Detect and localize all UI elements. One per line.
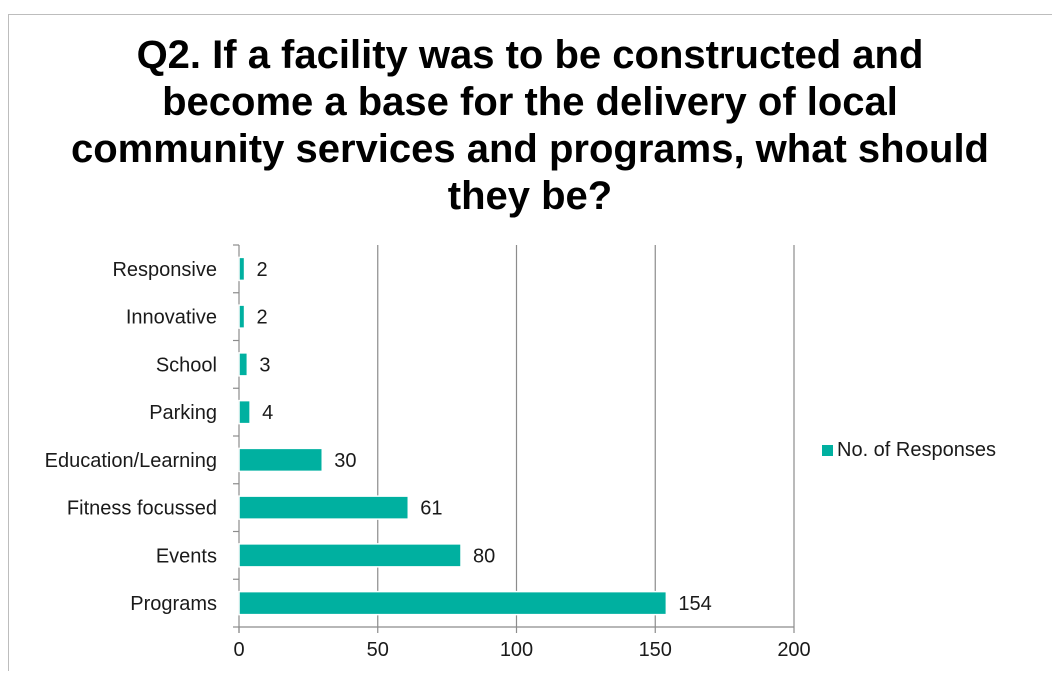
x-tick-label: 200: [777, 639, 810, 661]
data-label: 3: [259, 354, 270, 376]
data-label: 80: [473, 545, 495, 567]
category-label: Parking: [149, 402, 217, 424]
bar-education-learning: [238, 447, 323, 473]
category-label: Responsive: [112, 259, 217, 281]
bar-responsive: [238, 256, 246, 282]
data-label: 4: [262, 402, 273, 424]
x-tick-label: 0: [233, 639, 244, 661]
bar-fitness-focussed: [238, 495, 410, 520]
chart-frame: [8, 14, 1052, 671]
category-label: Programs: [130, 593, 217, 615]
chart-title: Q2. If a facility was to be constructed …: [70, 33, 989, 218]
legend: No. of Responses: [822, 439, 996, 462]
bar-events: [238, 543, 462, 568]
data-label: 154: [678, 593, 711, 615]
bar-school: [238, 352, 249, 377]
data-label: 30: [334, 450, 356, 472]
legend-swatch: [822, 445, 833, 456]
data-label: 61: [420, 498, 442, 520]
x-tick-label: 100: [500, 639, 533, 661]
category-label: Innovative: [126, 307, 217, 329]
category-label: Events: [156, 545, 217, 567]
x-tick-label: 50: [367, 639, 389, 661]
category-label: Fitness focussed: [67, 498, 217, 520]
bar-innovative: [238, 304, 246, 329]
category-label: Education/Learning: [45, 450, 217, 472]
legend-label: No. of Responses: [837, 439, 996, 461]
bar-programs: [238, 590, 668, 616]
data-label: 2: [257, 259, 268, 281]
category-label: School: [156, 354, 217, 376]
x-tick-label: 150: [639, 639, 672, 661]
bar-parking: [238, 399, 251, 425]
data-label: 2: [257, 307, 268, 329]
